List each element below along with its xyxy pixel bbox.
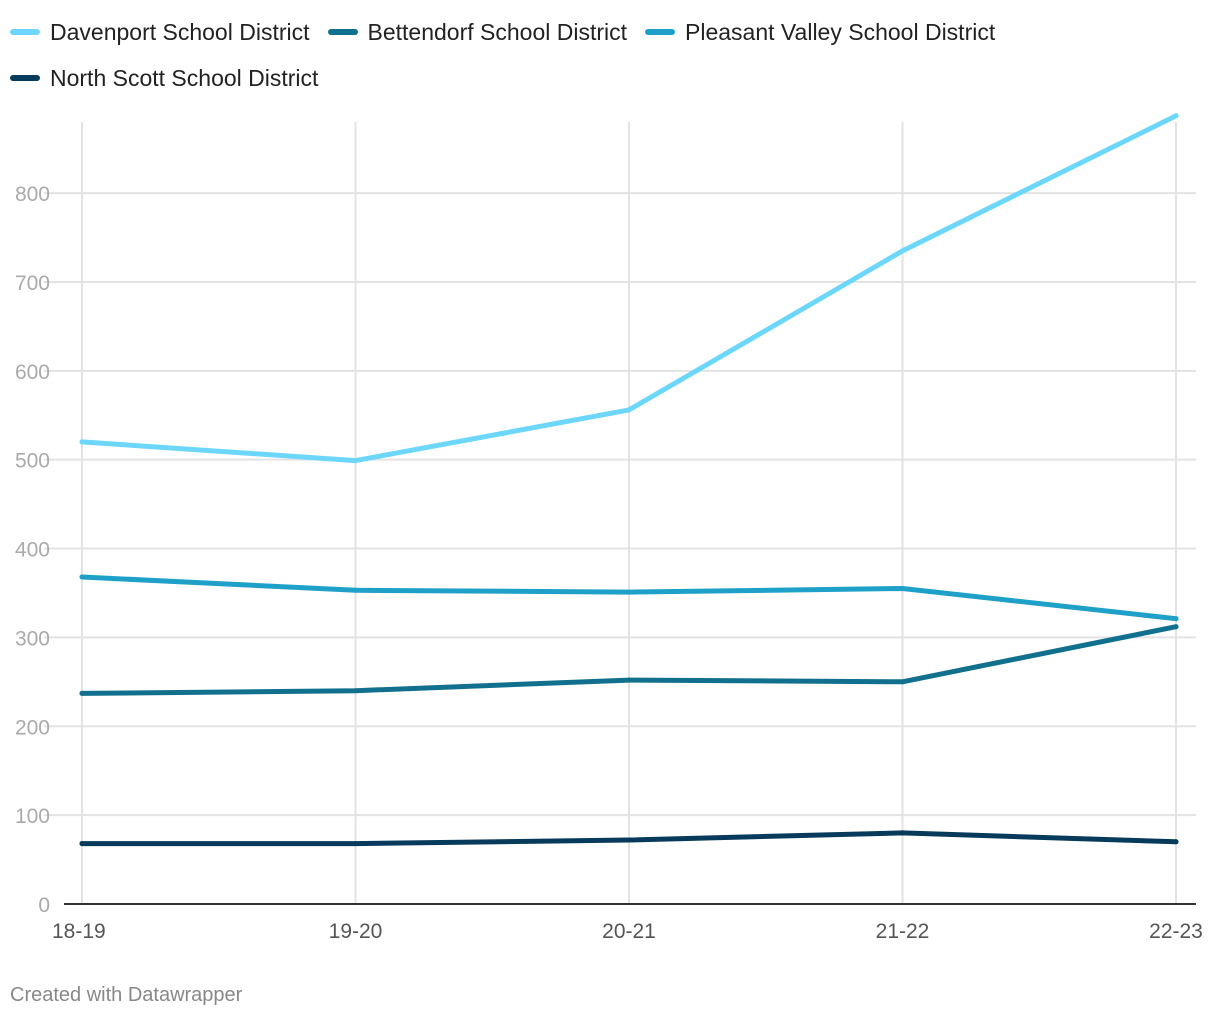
y-tick-label: 200	[15, 716, 50, 739]
data-point	[1173, 839, 1179, 845]
legend-swatch	[10, 29, 40, 35]
data-point	[900, 679, 905, 685]
data-point	[1173, 616, 1179, 622]
axis-layer: 18-19 19-20 20-21 21-22 22-23 0 100 200 300 400 50…	[15, 183, 1203, 943]
data-point	[353, 587, 358, 593]
data-point	[626, 677, 632, 683]
data-point	[79, 574, 85, 580]
y-tick-label: 700	[15, 272, 50, 295]
data-point	[626, 589, 632, 595]
datawrapper-credit: Created with Datawrapper	[10, 984, 243, 1006]
legend-label: Pleasant Valley School District	[685, 18, 996, 45]
x-tick-label: 19-20	[329, 920, 383, 943]
y-tick-label: 500	[15, 450, 50, 473]
legend-label: North Scott School District	[50, 64, 319, 91]
data-point	[353, 841, 358, 847]
data-point	[900, 830, 905, 836]
legend-swatch	[327, 29, 358, 35]
data-point	[900, 586, 905, 592]
x-tick-label: 20-21	[602, 920, 656, 943]
data-point	[626, 407, 632, 413]
legend-item: North Scott School District	[10, 60, 318, 96]
y-tick-label: 400	[15, 539, 50, 562]
grid-layer	[44, 122, 1196, 904]
y-tick-label: 0	[38, 894, 50, 917]
x-tick-label: 21-22	[876, 920, 930, 943]
data-point	[1173, 113, 1179, 119]
data-point	[353, 688, 358, 694]
y-tick-label: 800	[15, 183, 50, 206]
series-layer	[79, 113, 1179, 847]
legend-label: Bettendorf School District	[367, 18, 628, 45]
data-point	[353, 458, 358, 464]
data-point	[626, 837, 632, 843]
legend-item: Davenport School District	[10, 14, 310, 50]
legend-item: Bettendorf School District	[327, 14, 628, 50]
legend-swatch	[10, 75, 40, 81]
data-point	[79, 690, 85, 696]
chart-legend: Davenport School District Bettendorf Scho…	[10, 14, 1200, 106]
data-point	[900, 248, 905, 254]
data-point	[79, 841, 85, 847]
legend-swatch	[645, 29, 676, 35]
data-point	[79, 439, 85, 445]
legend-item: Pleasant Valley School District	[645, 14, 995, 50]
legend-label: Davenport School District	[50, 18, 310, 45]
data-point	[1173, 624, 1179, 630]
y-tick-label: 300	[15, 627, 50, 650]
y-tick-label: 600	[15, 361, 50, 384]
line-chart: 18-19 19-20 20-21 21-22 22-23 0 100 200 300 400 50…	[15, 113, 1203, 943]
y-tick-label: 100	[15, 805, 50, 828]
x-tick-label: 22-23	[1149, 920, 1203, 943]
x-tick-label: 18-19	[52, 920, 106, 943]
